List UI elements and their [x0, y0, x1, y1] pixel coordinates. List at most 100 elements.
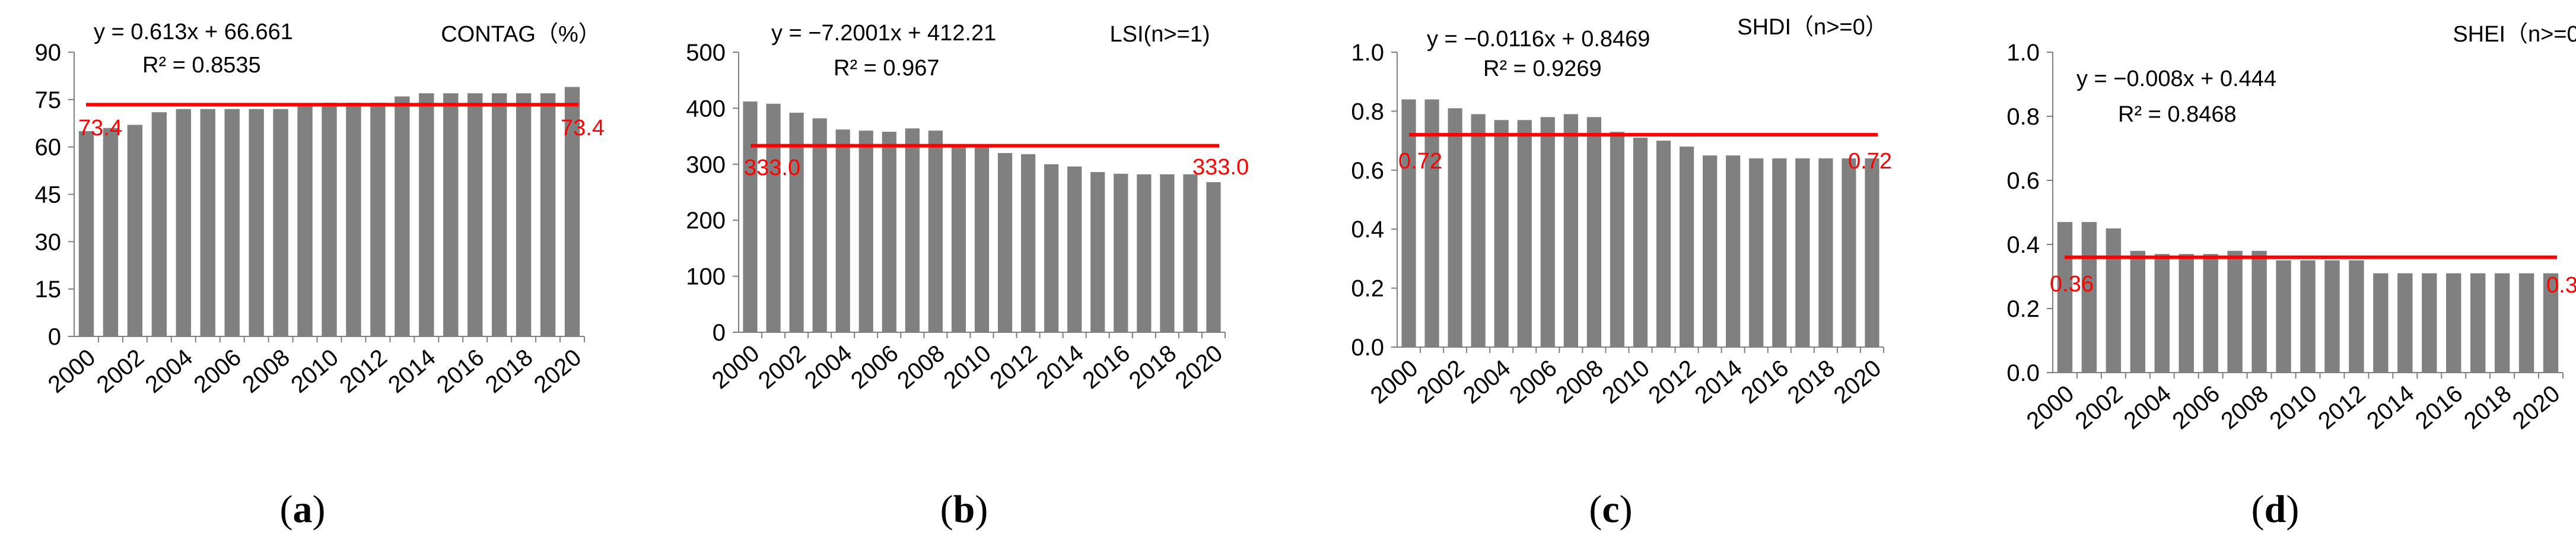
bar-2010 [2300, 260, 2316, 373]
mean-label-left: 0.36 [2050, 272, 2094, 297]
bar-2019 [1183, 174, 1198, 332]
bar-2014 [419, 93, 434, 336]
trend-equation: y = 0.613x + 66.661 [94, 20, 293, 44]
bar-2013 [2373, 273, 2389, 373]
y-tick-label: 0.2 [1351, 276, 1384, 302]
chart-panel-a: 0153045607590200020022004200620082010201… [35, 20, 605, 531]
bar-2002 [789, 112, 804, 332]
bar-2014 [1067, 166, 1082, 332]
x-tick-label: 2010 [939, 340, 996, 394]
x-tick-label: 2014 [1690, 355, 1747, 409]
x-tick-label: 2004 [1458, 355, 1515, 409]
bar-2014 [2397, 273, 2413, 373]
y-tick-label: 0.8 [1351, 98, 1384, 125]
x-tick-label: 2020 [2508, 380, 2565, 434]
bar-2013 [1703, 155, 1718, 347]
y-tick-label: 0.4 [1351, 217, 1384, 243]
bar-2010 [974, 145, 990, 333]
bar-2002 [2106, 228, 2122, 373]
panel-label: (d) [2251, 488, 2300, 531]
bar-2016 [1772, 158, 1787, 347]
bar-2004 [835, 129, 850, 332]
bar-2007 [1563, 114, 1578, 347]
x-tick-label: 2016 [1078, 340, 1135, 394]
x-tick-label: 2012 [335, 344, 392, 398]
x-tick-label: 2008 [237, 344, 294, 398]
x-tick-label: 2006 [846, 340, 903, 394]
bar-2003 [812, 118, 827, 332]
x-tick-label: 2014 [2362, 380, 2419, 434]
y-tick-label: 60 [35, 135, 62, 161]
x-tick-label: 2016 [2410, 380, 2467, 434]
x-tick-label: 2018 [1783, 355, 1840, 409]
bar-2000 [1401, 99, 1416, 347]
bar-2007 [905, 128, 920, 332]
y-tick-label: 0.2 [2006, 296, 2040, 322]
x-tick-label: 2018 [1124, 340, 1181, 394]
bar-2003 [1471, 114, 1486, 347]
bar-2004 [1494, 120, 1509, 347]
bar-2003 [2130, 250, 2146, 373]
panel-label: (b) [940, 488, 988, 531]
r-squared: R² = 0.8468 [2118, 102, 2237, 127]
y-tick-label: 1.0 [1351, 40, 1384, 66]
bar-2017 [1137, 174, 1152, 332]
y-tick-label: 0.6 [2006, 168, 2040, 194]
bar-2020 [1865, 158, 1879, 347]
y-tick-label: 90 [35, 40, 62, 66]
x-tick-label: 2012 [2313, 380, 2370, 434]
x-tick-label: 2012 [1643, 355, 1700, 409]
trend-equation: y = −0.0116x + 0.8469 [1427, 27, 1650, 52]
x-tick-label: 2012 [985, 340, 1042, 394]
y-tick-label: 75 [35, 87, 62, 113]
x-tick-label: 2008 [2216, 380, 2273, 434]
bar-2012 [2349, 260, 2364, 373]
bar-2005 [2179, 254, 2194, 373]
x-tick-label: 2002 [2071, 380, 2127, 434]
bar-2011 [997, 152, 1013, 332]
x-tick-label: 2004 [2119, 380, 2176, 434]
panel-label: (c) [1589, 488, 1632, 531]
bar-2011 [1656, 141, 1671, 347]
bar-2000 [2057, 222, 2073, 373]
x-tick-label: 2008 [1551, 355, 1608, 409]
bar-2016 [1114, 173, 1128, 332]
x-tick-label: 2000 [707, 340, 764, 394]
trend-equation: y = −7.2001x + 412.21 [771, 21, 996, 46]
bar-2006 [1540, 117, 1555, 347]
chart-panel-c: 0.00.20.40.60.81.02000200220042006200820… [1351, 15, 1892, 531]
r-squared: R² = 0.8535 [142, 53, 261, 78]
x-tick-label: 2010 [1597, 355, 1654, 409]
bar-2002 [1448, 108, 1462, 347]
bar-2000 [743, 101, 758, 332]
x-tick-label: 2010 [286, 344, 343, 398]
chart-title: CONTAG（%） [441, 22, 601, 47]
bar-2020 [564, 87, 580, 337]
x-tick-label: 2004 [141, 344, 198, 398]
x-tick-label: 2000 [2022, 380, 2079, 434]
bar-2004 [2154, 254, 2170, 373]
y-tick-label: 45 [35, 182, 62, 208]
y-tick-label: 0.0 [2006, 360, 2040, 386]
x-tick-label: 2016 [1737, 355, 1793, 409]
chart-title: LSI(n>=1) [1110, 22, 1210, 47]
trend-equation: y = −0.008x + 0.444 [2076, 66, 2276, 91]
bar-2006 [882, 132, 896, 332]
bar-2015 [1749, 158, 1764, 347]
x-tick-label: 2004 [800, 340, 857, 394]
bar-2019 [1842, 158, 1856, 347]
bar-2017 [491, 93, 507, 336]
bar-2011 [346, 103, 361, 336]
bar-2009 [951, 144, 966, 333]
x-tick-label: 2014 [1032, 340, 1089, 394]
y-tick-label: 15 [35, 276, 62, 303]
bar-2017 [1795, 158, 1810, 347]
mean-label-left: 333.0 [744, 155, 800, 180]
bar-2001 [1424, 99, 1439, 347]
bar-2012 [370, 103, 386, 336]
y-tick-label: 1.0 [2006, 40, 2040, 66]
mean-label-left: 0.72 [1398, 149, 1442, 174]
bar-2015 [1090, 172, 1105, 332]
y-tick-label: 0 [48, 324, 61, 350]
